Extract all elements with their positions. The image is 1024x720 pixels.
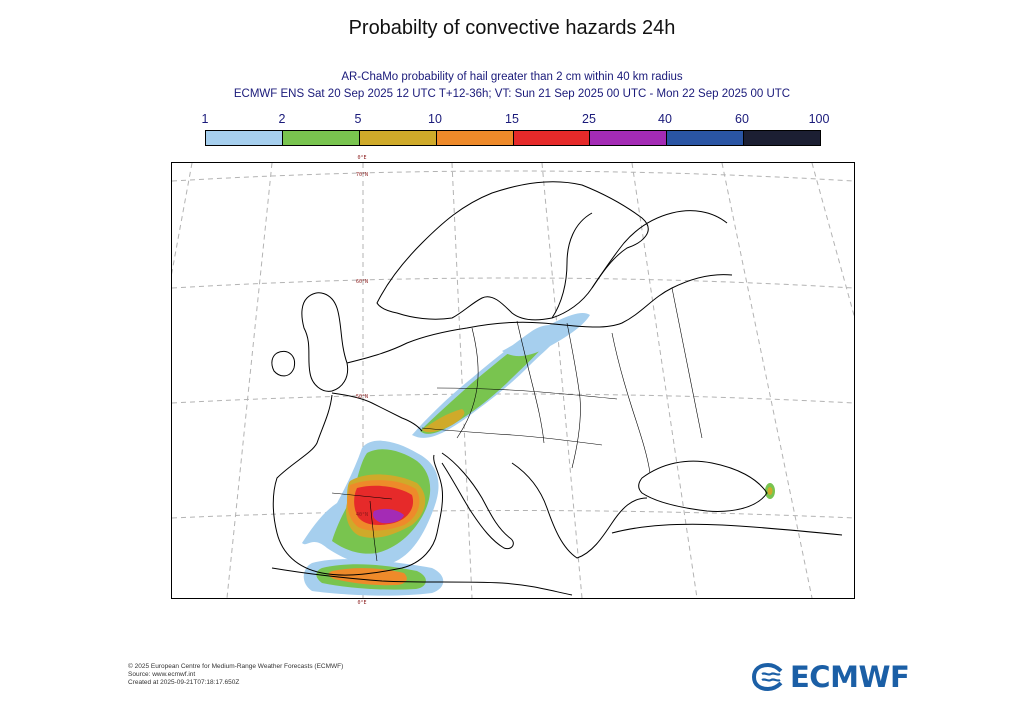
legend-tick-label: 100: [808, 112, 830, 126]
lat-label-60: 60°N: [355, 279, 369, 285]
legend-tick-label: 40: [658, 112, 672, 126]
lon-label-top: 0°E: [357, 155, 367, 161]
legend-tick-label: 5: [354, 112, 362, 126]
legend-swatch: [667, 131, 745, 145]
lon-label-bottom: 0°E: [357, 600, 367, 606]
legend-swatch: [436, 131, 514, 145]
ecmwf-logo-icon: [752, 662, 783, 692]
footer-copyright: © 2025 European Centre for Medium-Range …: [128, 663, 344, 670]
legend-tick-label: 10: [428, 112, 442, 126]
country-borders: [331, 287, 703, 562]
ecmwf-logo-text: ECMWF: [790, 660, 910, 694]
chart-subtitle-validity: ECMWF ENS Sat 20 Sep 2025 12 UTC T+12-36…: [233, 88, 791, 100]
legend-tick-label: 60: [735, 112, 749, 126]
legend-tick-label: 25: [582, 112, 596, 126]
color-legend: [205, 130, 821, 146]
ecmwf-logo: ECMWF: [750, 660, 910, 694]
footer-created: Created at 2025-09-21T07:18:17.650Z: [128, 679, 240, 686]
footer-source: Source: www.ecmwf.int: [128, 671, 196, 678]
legend-tick-label: 15: [505, 112, 519, 126]
lat-label-70: 70°N: [355, 172, 369, 178]
legend-swatch: [590, 131, 668, 145]
legend-swatch: [744, 131, 820, 145]
lat-label-50: 50°N: [355, 394, 369, 400]
hail-probability-shading: [302, 313, 775, 596]
legend-tick-label: 1: [201, 112, 209, 126]
lat-label-40: 40°N: [355, 512, 369, 518]
legend-tick-label: 2: [278, 112, 286, 126]
footer-credits: © 2025 European Centre for Medium-Range …: [128, 663, 343, 687]
coastlines: [271, 181, 843, 596]
chart-subtitle-product: AR-ChaMo probability of hail greater tha…: [341, 71, 683, 83]
legend-swatch: [206, 131, 283, 145]
chart-title: Probabilty of convective hazards 24h: [348, 17, 676, 39]
map-panel: 70°N 60°N 50°N 40°N: [171, 162, 855, 599]
legend-swatch: [513, 131, 591, 145]
legend-swatch: [359, 131, 437, 145]
legend-swatch: [282, 131, 360, 145]
europe-map: [172, 163, 854, 598]
